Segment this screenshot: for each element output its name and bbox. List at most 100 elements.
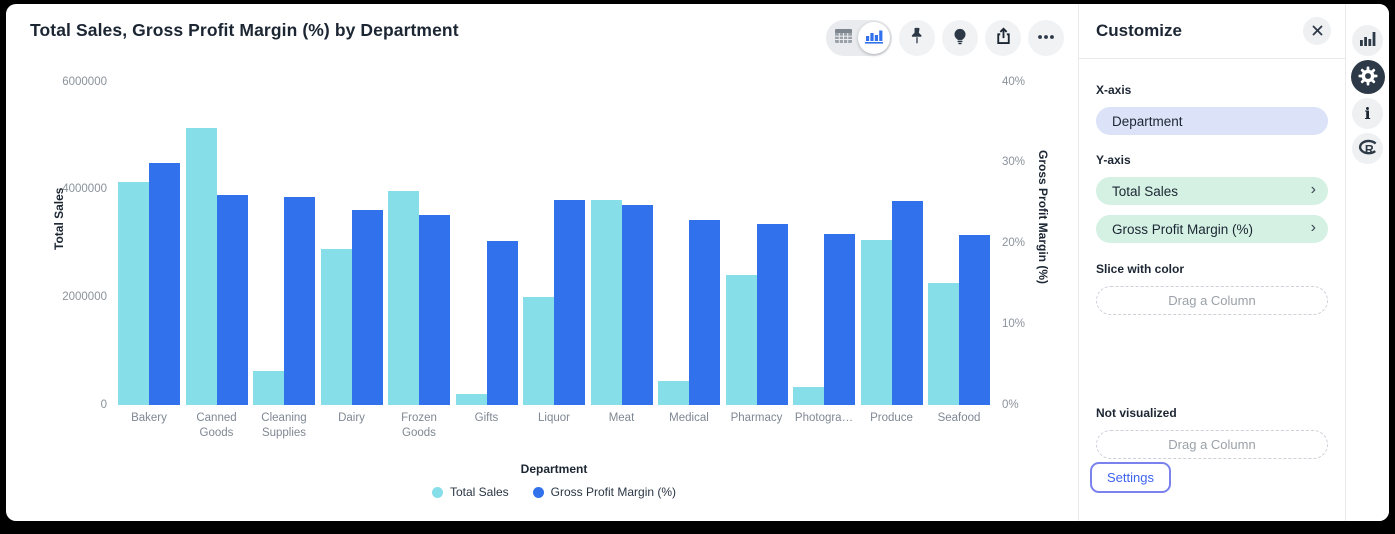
bar-group <box>185 82 248 405</box>
chevron-right-icon: › <box>1310 219 1316 236</box>
axis-tick-label: 40% <box>1002 75 1026 88</box>
bar-total-sales[interactable] <box>185 127 217 405</box>
bar-gross-profit-margin[interactable] <box>216 195 248 405</box>
bar-gross-profit-margin[interactable] <box>351 209 383 405</box>
bar-total-sales[interactable] <box>725 275 757 405</box>
bar-total-sales[interactable] <box>253 371 284 405</box>
x-axis-category-label: Produce <box>870 412 913 424</box>
bar-total-sales[interactable] <box>793 386 824 405</box>
x-axis-category-label: Pharmacy <box>730 412 783 424</box>
y-axis-pill-gross-profit-margin[interactable]: Gross Profit Margin (%) › <box>1096 215 1328 243</box>
rail-chart-button[interactable] <box>1352 25 1383 56</box>
bar-total-sales[interactable] <box>928 282 959 405</box>
legend-item: Gross Profit Margin (%) <box>532 485 677 499</box>
not-visualized-label: Not visualized <box>1096 406 1177 420</box>
bar-total-sales[interactable] <box>523 297 554 405</box>
customize-panel: Customize X-axis Department Y-axis Total… <box>1078 4 1345 521</box>
bar-group <box>320 82 383 405</box>
bar-total-sales[interactable] <box>590 199 622 405</box>
bar-total-sales[interactable] <box>320 248 352 405</box>
close-panel-button[interactable] <box>1303 17 1331 45</box>
bar-gross-profit-margin[interactable] <box>486 241 518 405</box>
x-axis-category-label: Meat <box>608 412 635 424</box>
table-icon <box>834 28 852 48</box>
legend-item: Total Sales <box>431 485 509 499</box>
y-axis-left-title: Total Sales <box>52 187 67 250</box>
x-axis-category-label: Frozen Goods <box>401 412 437 439</box>
x-axis-field-label: X-axis <box>1096 83 1132 97</box>
axis-tick-label: 4000000 <box>62 182 107 195</box>
rail-info-button[interactable]: i <box>1352 98 1383 129</box>
r-language-icon: R <box>1357 138 1379 159</box>
info-icon: i <box>1364 104 1371 123</box>
bar-gross-profit-margin[interactable] <box>149 162 180 405</box>
bar-group <box>118 82 180 405</box>
x-axis-category-label: Seafood <box>937 412 981 424</box>
axis-tick-label: 20% <box>1002 236 1026 249</box>
legend-label: Total Sales <box>449 485 509 499</box>
axis-tick-label: 6000000 <box>62 75 107 88</box>
x-axis-category-label: Dairy <box>338 412 365 424</box>
bar-gross-profit-margin[interactable] <box>419 215 450 405</box>
bar-group <box>658 82 720 405</box>
share-icon <box>993 26 1014 50</box>
ellipsis-icon <box>1035 26 1057 51</box>
axis-tick-label: 10% <box>1002 317 1026 330</box>
rail-settings-button[interactable] <box>1350 60 1385 94</box>
bar-gross-profit-margin[interactable] <box>824 233 855 405</box>
x-axis-pill-label: Department <box>1112 113 1183 129</box>
slice-with-color-dropzone[interactable]: Drag a Column <box>1096 286 1328 315</box>
share-button[interactable] <box>985 20 1021 56</box>
x-axis-labels: Bakery Canned Goods Cleaning Supplies Dairy… <box>118 411 990 441</box>
bar-total-sales[interactable] <box>455 394 487 405</box>
bar-chart-plot <box>118 82 990 405</box>
dropzone-placeholder: Drag a Column <box>1168 437 1256 452</box>
bar-total-sales[interactable] <box>388 191 419 405</box>
svg-text:R: R <box>1364 142 1373 156</box>
chart-legend: Total Sales Gross Profit Margin (%) <box>118 485 990 499</box>
bar-group <box>455 82 518 405</box>
lightbulb-icon <box>949 26 971 51</box>
bar-group <box>590 82 653 405</box>
bar-total-sales[interactable] <box>860 240 892 405</box>
y-axis-right-ticks: 0% 10% 20% 30% 40% <box>1002 76 1046 410</box>
axis-tick-label: 30% <box>1002 156 1026 168</box>
bar-group <box>793 82 855 405</box>
y-axis-left-ticks: 0 2000000 4000000 6000000 <box>35 76 107 410</box>
bar-gross-profit-margin[interactable] <box>756 224 788 405</box>
lightbulb-button[interactable] <box>942 20 978 56</box>
bar-gross-profit-margin[interactable] <box>554 199 585 405</box>
more-options-button[interactable] <box>1028 20 1064 56</box>
bar-group <box>928 82 990 405</box>
chart-view-button[interactable] <box>858 22 890 54</box>
y-axis-field-label: Y-axis <box>1096 153 1131 167</box>
axis-tick-label: 0% <box>1002 398 1019 411</box>
legend-label: Gross Profit Margin (%) <box>550 485 677 499</box>
bar-gross-profit-margin[interactable] <box>284 196 315 405</box>
app-window: Total Sales, Gross Profit Margin (%) by … <box>6 4 1389 521</box>
y-axis-right-title: Gross Profit Margin (%) <box>1036 150 1050 285</box>
bar-gross-profit-margin[interactable] <box>891 200 923 405</box>
bar-gross-profit-margin[interactable] <box>689 220 720 405</box>
x-axis-category-label: Gifts <box>474 412 499 424</box>
bar-gross-profit-margin[interactable] <box>621 204 653 405</box>
not-visualized-dropzone[interactable]: Drag a Column <box>1096 430 1328 459</box>
x-axis-pill-department[interactable]: Department <box>1096 107 1328 135</box>
bar-total-sales[interactable] <box>118 181 149 405</box>
close-icon <box>1312 24 1323 39</box>
y-axis-pill-total-sales[interactable]: Total Sales › <box>1096 177 1328 205</box>
axis-tick-label: 2000000 <box>62 290 107 303</box>
rail-r-language-button[interactable]: R <box>1352 133 1383 164</box>
pin-button[interactable] <box>899 20 935 56</box>
chart-title: Total Sales, Gross Profit Margin (%) by … <box>30 20 459 40</box>
y-axis-pill-label: Gross Profit Margin (%) <box>1112 221 1254 237</box>
view-toggle[interactable] <box>826 20 892 56</box>
bar-group <box>253 82 315 405</box>
x-axis-category-label: Liquor <box>538 412 570 424</box>
bar-gross-profit-margin[interactable] <box>959 234 990 405</box>
legend-dot <box>532 486 544 498</box>
table-view-button[interactable] <box>828 22 858 54</box>
bar-total-sales[interactable] <box>658 380 689 405</box>
x-axis-category-label: Cleaning Supplies <box>261 412 307 439</box>
settings-button[interactable]: Settings <box>1090 462 1171 493</box>
